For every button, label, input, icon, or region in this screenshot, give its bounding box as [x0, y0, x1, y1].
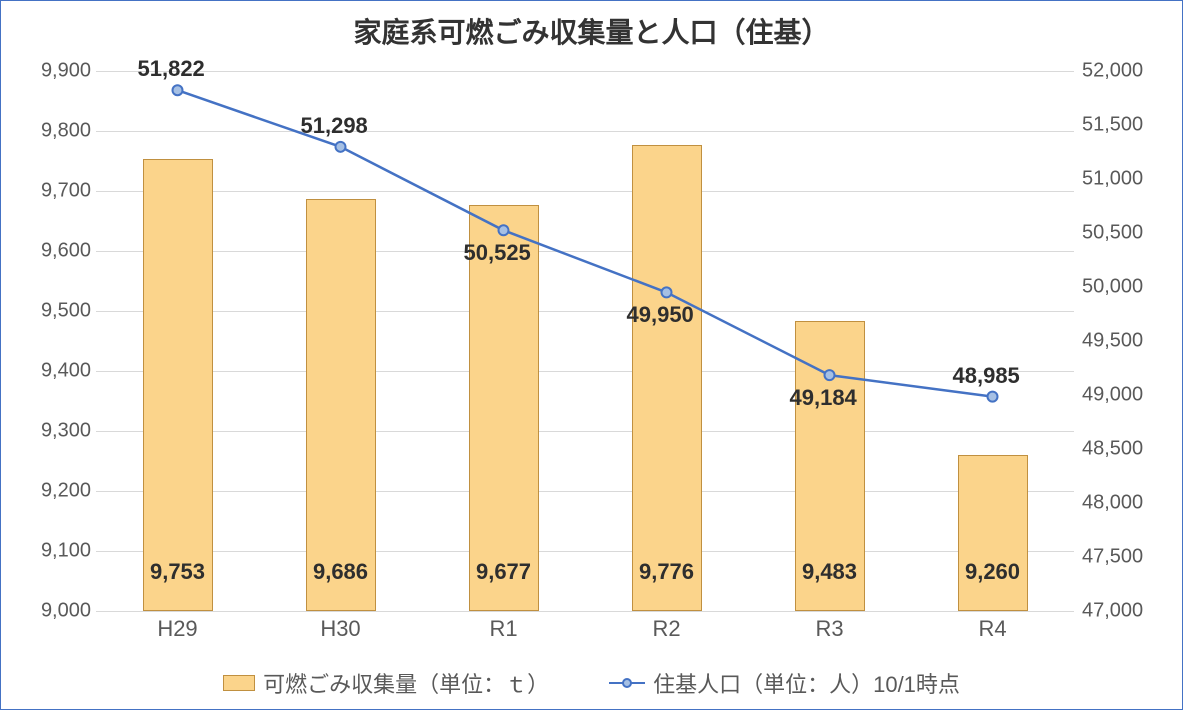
- x-tick: R3: [748, 616, 911, 642]
- line-series-svg: [96, 71, 1074, 611]
- bar-value-label: 9,753: [96, 559, 259, 585]
- bar-value-label: 9,483: [748, 559, 911, 585]
- plot-area: [96, 71, 1074, 611]
- y-right-tick: 48,000: [1082, 492, 1172, 515]
- bar-value-label: 9,686: [259, 559, 422, 585]
- bar-value-label: 9,776: [585, 559, 748, 585]
- y-right-tick: 47,000: [1082, 600, 1172, 623]
- x-tick: R4: [911, 616, 1074, 642]
- y-right-tick: 49,000: [1082, 384, 1172, 407]
- line-value-label: 50,525: [464, 240, 531, 266]
- line-marker: [662, 287, 672, 297]
- legend-marker-icon: [622, 678, 632, 688]
- x-tick: R1: [422, 616, 585, 642]
- y-left-tick: 9,900: [11, 60, 91, 83]
- legend: 可燃ごみ収集量（単位：ｔ） 住基人口（単位：人）10/1時点: [1, 667, 1182, 699]
- x-tick: R2: [585, 616, 748, 642]
- y-right-tick: 51,000: [1082, 168, 1172, 191]
- line-value-label: 48,985: [953, 363, 1020, 389]
- x-tick: H29: [96, 616, 259, 642]
- legend-label-line: 住基人口（単位：人）10/1時点: [653, 667, 960, 699]
- chart-title: 家庭系可燃ごみ収集量と人口（住基）: [1, 11, 1182, 51]
- line-value-label: 51,298: [301, 113, 368, 139]
- chart-container: 家庭系可燃ごみ収集量と人口（住基） 可燃ごみ収集量（単位：ｔ） 住基人口（単位：…: [0, 0, 1183, 710]
- y-left-tick: 9,700: [11, 180, 91, 203]
- y-right-tick: 49,500: [1082, 330, 1172, 353]
- legend-swatch-bar-icon: [223, 675, 255, 691]
- gridline: [96, 611, 1074, 612]
- y-left-tick: 9,500: [11, 300, 91, 323]
- legend-item-bar: 可燃ごみ収集量（単位：ｔ）: [223, 667, 549, 699]
- line-value-label: 49,950: [627, 302, 694, 328]
- y-left-tick: 9,800: [11, 120, 91, 143]
- y-right-tick: 50,500: [1082, 222, 1172, 245]
- y-right-tick: 48,500: [1082, 438, 1172, 461]
- legend-label-bar: 可燃ごみ収集量（単位：ｔ）: [263, 667, 549, 699]
- bar-value-label: 9,677: [422, 559, 585, 585]
- y-right-tick: 51,500: [1082, 114, 1172, 137]
- y-left-tick: 9,000: [11, 600, 91, 623]
- line-value-label: 51,822: [138, 56, 205, 82]
- y-right-tick: 52,000: [1082, 60, 1172, 83]
- line-marker: [825, 370, 835, 380]
- y-left-tick: 9,600: [11, 240, 91, 263]
- x-tick: H30: [259, 616, 422, 642]
- line-marker: [336, 142, 346, 152]
- line-marker: [173, 85, 183, 95]
- y-left-tick: 9,300: [11, 420, 91, 443]
- y-left-tick: 9,200: [11, 480, 91, 503]
- legend-item-line: 住基人口（単位：人）10/1時点: [609, 667, 960, 699]
- legend-swatch-line-icon: [609, 682, 645, 684]
- y-right-tick: 50,000: [1082, 276, 1172, 299]
- bar-value-label: 9,260: [911, 559, 1074, 585]
- line-marker: [988, 392, 998, 402]
- line-marker: [499, 225, 509, 235]
- line-value-label: 49,184: [790, 385, 857, 411]
- y-right-tick: 47,500: [1082, 546, 1172, 569]
- y-left-tick: 9,400: [11, 360, 91, 383]
- y-left-tick: 9,100: [11, 540, 91, 563]
